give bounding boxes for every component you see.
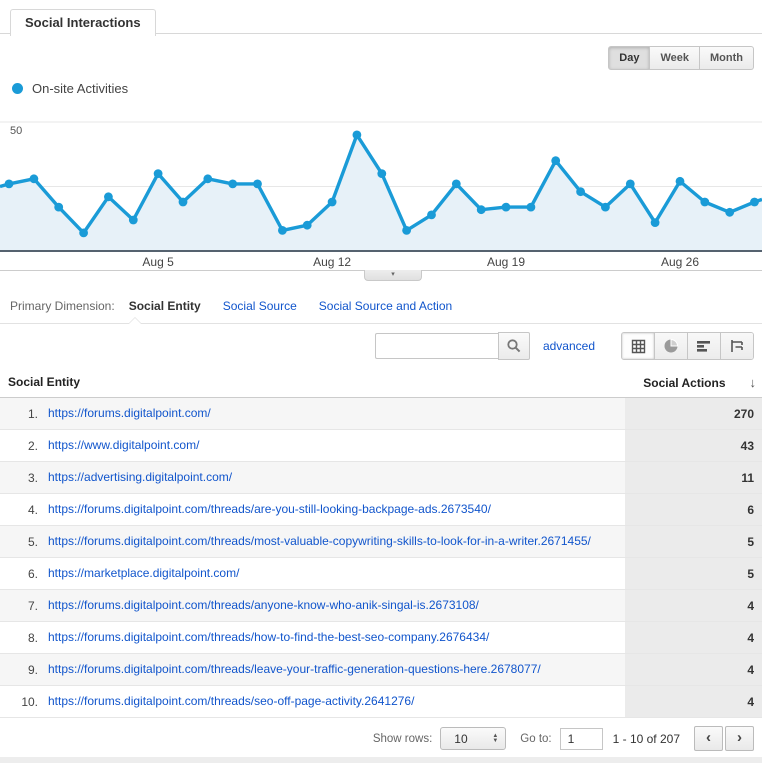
rows-per-page-value: 10 — [454, 731, 468, 746]
table-row: 10. https://forums.digitalpoint.com/threa… — [0, 686, 762, 718]
dimension-social-entity[interactable]: Social Entity — [128, 299, 201, 313]
row-range-label: 1 - 10 of 207 — [612, 731, 680, 746]
goto-page-input[interactable] — [559, 727, 603, 750]
table-row: 9. https://forums.digitalpoint.com/thread… — [0, 654, 762, 686]
search-button[interactable] — [497, 332, 530, 360]
social-actions-value: 11 — [625, 462, 762, 493]
row-rank: 1. — [27, 406, 38, 421]
tab-social-interactions[interactable]: Social Interactions — [10, 9, 156, 36]
social-actions-value: 4 — [625, 686, 762, 717]
social-entity-link[interactable]: https://forums.digitalpoint.com/threads/… — [48, 534, 591, 548]
social-entity-link[interactable]: https://forums.digitalpoint.com/threads/… — [48, 502, 491, 516]
chevron-down-icon: ▾ — [391, 271, 395, 278]
legend-label: On-site Activities — [32, 80, 129, 96]
svg-text:Aug 5: Aug 5 — [142, 255, 174, 269]
social-entity-link[interactable]: https://forums.digitalpoint.com/ — [48, 406, 211, 420]
row-rank: 3. — [27, 470, 38, 485]
table-view-icon — [631, 339, 645, 353]
svg-text:Aug 12: Aug 12 — [313, 255, 351, 269]
row-rank: 10. — [21, 694, 38, 709]
table-toolbar: advanced — [0, 324, 762, 368]
stepper-icon: ▲ ▼ — [492, 732, 499, 744]
sort-descending-icon[interactable]: ↓ — [749, 375, 757, 390]
primary-dimension-label: Primary Dimension: — [10, 299, 115, 313]
rows-per-page-select[interactable]: 10 ▲ ▼ — [440, 727, 507, 750]
bottom-strip — [0, 757, 762, 763]
chart-collapse-handle[interactable]: ▾ — [364, 270, 422, 281]
row-rank: 4. — [27, 502, 38, 517]
svg-text:Aug 26: Aug 26 — [661, 255, 699, 269]
social-actions-value: 6 — [625, 494, 762, 525]
social-actions-value: 4 — [625, 654, 762, 685]
chart-legend: On-site Activities — [12, 78, 762, 98]
table-body: 1. https://forums.digitalpoint.com/270 2. h… — [0, 398, 762, 718]
social-entity-link[interactable]: https://forums.digitalpoint.com/threads/… — [48, 694, 415, 708]
bar-chart-icon — [697, 341, 710, 352]
table-row: 4. https://forums.digitalpoint.com/thread… — [0, 494, 762, 526]
table-row: 7. https://forums.digitalpoint.com/thread… — [0, 590, 762, 622]
row-rank: 9. — [27, 662, 38, 677]
pie-chart-icon — [664, 338, 679, 353]
social-entity-link[interactable]: https://forums.digitalpoint.com/threads/… — [48, 662, 541, 676]
percentage-view-button[interactable] — [654, 333, 687, 359]
series-dot-icon — [12, 82, 23, 94]
chart-controls: Day Week Month — [0, 34, 762, 72]
social-entity-header[interactable]: Social Entity — [8, 375, 81, 389]
next-page-button[interactable]: › — [725, 726, 754, 751]
chevron-left-icon: ‹ — [706, 729, 711, 746]
svg-text:50: 50 — [10, 125, 22, 137]
row-rank: 2. — [27, 438, 38, 453]
table-header: Social Entity Social Actions ↓ — [0, 368, 762, 398]
goto-label: Go to: — [520, 732, 552, 745]
social-actions-value: 4 — [625, 622, 762, 653]
social-actions-value: 43 — [625, 430, 762, 461]
social-entity-link[interactable]: https://forums.digitalpoint.com/threads/… — [48, 598, 479, 612]
table-row: 3. https://advertising.digitalpoint.com/1… — [0, 462, 762, 494]
previous-page-button[interactable]: ‹ — [694, 726, 723, 751]
primary-dimension-row: Primary Dimension: Social Entity Social So… — [0, 291, 762, 324]
day-button[interactable]: Day — [608, 46, 651, 70]
social-actions-header[interactable]: Social Actions — [643, 375, 726, 390]
view-switcher — [621, 332, 754, 360]
table-row: 2. https://www.digitalpoint.com/43 — [0, 430, 762, 462]
granularity-toggle: Day Week Month — [608, 46, 754, 70]
table-row: 5. https://forums.digitalpoint.com/thread… — [0, 526, 762, 558]
social-actions-value: 5 — [625, 558, 762, 589]
social-actions-value: 4 — [625, 590, 762, 621]
search-icon — [507, 339, 521, 353]
month-button[interactable]: Month — [700, 46, 754, 70]
social-entity-link[interactable]: https://www.digitalpoint.com/ — [48, 438, 200, 452]
dimension-social-source[interactable]: Social Source — [222, 299, 297, 313]
search-input[interactable] — [374, 333, 498, 359]
pivot-view-icon — [731, 340, 743, 352]
row-rank: 8. — [27, 630, 38, 645]
table-row: 6. https://marketplace.digitalpoint.com/5 — [0, 558, 762, 590]
row-rank: 5. — [27, 534, 38, 549]
report-tab-bar: Social Interactions — [0, 0, 762, 36]
table-row: 1. https://forums.digitalpoint.com/270 — [0, 398, 762, 430]
svg-text:Aug 19: Aug 19 — [487, 255, 525, 269]
table-row: 8. https://forums.digitalpoint.com/thread… — [0, 622, 762, 654]
social-actions-value: 270 — [625, 398, 762, 429]
dimension-social-source-action[interactable]: Social Source and Action — [318, 299, 453, 313]
pagination-bar: Show rows: 10 ▲▼ Go to: 1 - 10 of 207 ‹ … — [0, 718, 762, 755]
pivot-view-button[interactable] — [720, 333, 753, 359]
row-rank: 7. — [27, 598, 38, 613]
social-entity-link[interactable]: https://marketplace.digitalpoint.com/ — [48, 566, 240, 580]
social-entity-link[interactable]: https://forums.digitalpoint.com/threads/… — [48, 630, 490, 644]
row-rank: 6. — [27, 566, 38, 581]
week-button[interactable]: Week — [650, 46, 701, 70]
show-rows-label: Show rows: — [372, 732, 433, 745]
performance-view-button[interactable] — [687, 333, 720, 359]
chevron-right-icon: › — [737, 729, 742, 746]
chart-divider: ▾ — [0, 270, 762, 285]
social-actions-value: 5 — [625, 526, 762, 557]
table-view-button[interactable] — [622, 333, 654, 359]
advanced-search-link[interactable]: advanced — [542, 339, 595, 353]
social-entity-link[interactable]: https://advertising.digitalpoint.com/ — [48, 470, 233, 484]
